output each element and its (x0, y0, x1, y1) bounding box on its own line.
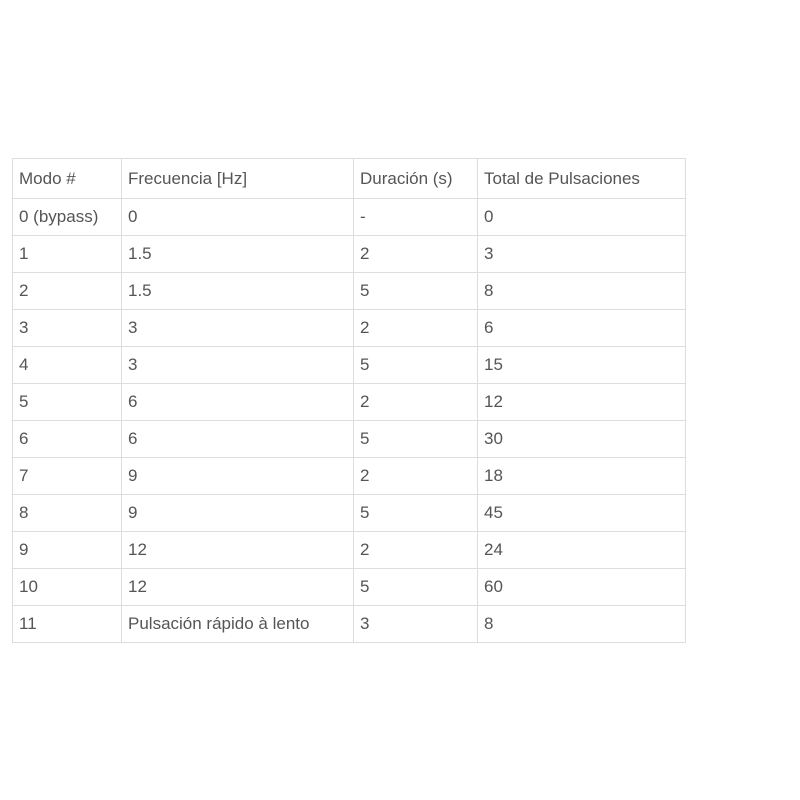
col-header-modo: Modo # (13, 159, 122, 199)
cell-frecuencia: Pulsación rápido à lento (122, 606, 354, 643)
table-body: 0 (bypass)0-011.52321.558332643515562126… (13, 199, 686, 643)
table-row: 56212 (13, 384, 686, 421)
cell-total: 8 (478, 606, 686, 643)
cell-frecuencia: 0 (122, 199, 354, 236)
cell-total: 8 (478, 273, 686, 310)
cell-duracion: 2 (354, 236, 478, 273)
cell-total: 45 (478, 495, 686, 532)
cell-duracion: 2 (354, 310, 478, 347)
table-row: 0 (bypass)0-0 (13, 199, 686, 236)
cell-total: 60 (478, 569, 686, 606)
cell-duracion: 2 (354, 384, 478, 421)
cell-duracion: 2 (354, 532, 478, 569)
col-header-total: Total de Pulsaciones (478, 159, 686, 199)
cell-modo: 4 (13, 347, 122, 384)
cell-frecuencia: 12 (122, 532, 354, 569)
cell-total: 6 (478, 310, 686, 347)
cell-modo: 2 (13, 273, 122, 310)
cell-modo: 5 (13, 384, 122, 421)
cell-modo: 9 (13, 532, 122, 569)
cell-duracion: 5 (354, 495, 478, 532)
cell-total: 12 (478, 384, 686, 421)
cell-frecuencia: 12 (122, 569, 354, 606)
table-row: 66530 (13, 421, 686, 458)
cell-duracion: 5 (354, 347, 478, 384)
cell-frecuencia: 9 (122, 458, 354, 495)
cell-modo: 8 (13, 495, 122, 532)
cell-total: 0 (478, 199, 686, 236)
table-row: 79218 (13, 458, 686, 495)
table-row: 11Pulsación rápido à lento38 (13, 606, 686, 643)
cell-duracion: 2 (354, 458, 478, 495)
cell-frecuencia: 6 (122, 421, 354, 458)
cell-modo: 10 (13, 569, 122, 606)
cell-modo: 0 (bypass) (13, 199, 122, 236)
cell-duracion: - (354, 199, 478, 236)
cell-duracion: 3 (354, 606, 478, 643)
table-row: 89545 (13, 495, 686, 532)
cell-modo: 11 (13, 606, 122, 643)
cell-duracion: 5 (354, 273, 478, 310)
cell-total: 15 (478, 347, 686, 384)
cell-duracion: 5 (354, 421, 478, 458)
col-header-frecuencia: Frecuencia [Hz] (122, 159, 354, 199)
table-row: 1012560 (13, 569, 686, 606)
pulsation-modes-table: Modo # Frecuencia [Hz] Duración (s) Tota… (12, 158, 686, 643)
table-row: 21.558 (13, 273, 686, 310)
table-header-row: Modo # Frecuencia [Hz] Duración (s) Tota… (13, 159, 686, 199)
table-row: 43515 (13, 347, 686, 384)
cell-frecuencia: 6 (122, 384, 354, 421)
cell-duracion: 5 (354, 569, 478, 606)
cell-total: 30 (478, 421, 686, 458)
col-header-duracion: Duración (s) (354, 159, 478, 199)
table-row: 3326 (13, 310, 686, 347)
cell-frecuencia: 1.5 (122, 236, 354, 273)
cell-total: 3 (478, 236, 686, 273)
cell-modo: 1 (13, 236, 122, 273)
cell-total: 18 (478, 458, 686, 495)
cell-modo: 7 (13, 458, 122, 495)
cell-frecuencia: 3 (122, 347, 354, 384)
cell-modo: 6 (13, 421, 122, 458)
cell-modo: 3 (13, 310, 122, 347)
cell-frecuencia: 1.5 (122, 273, 354, 310)
table-row: 11.523 (13, 236, 686, 273)
table-row: 912224 (13, 532, 686, 569)
cell-frecuencia: 9 (122, 495, 354, 532)
cell-total: 24 (478, 532, 686, 569)
cell-frecuencia: 3 (122, 310, 354, 347)
